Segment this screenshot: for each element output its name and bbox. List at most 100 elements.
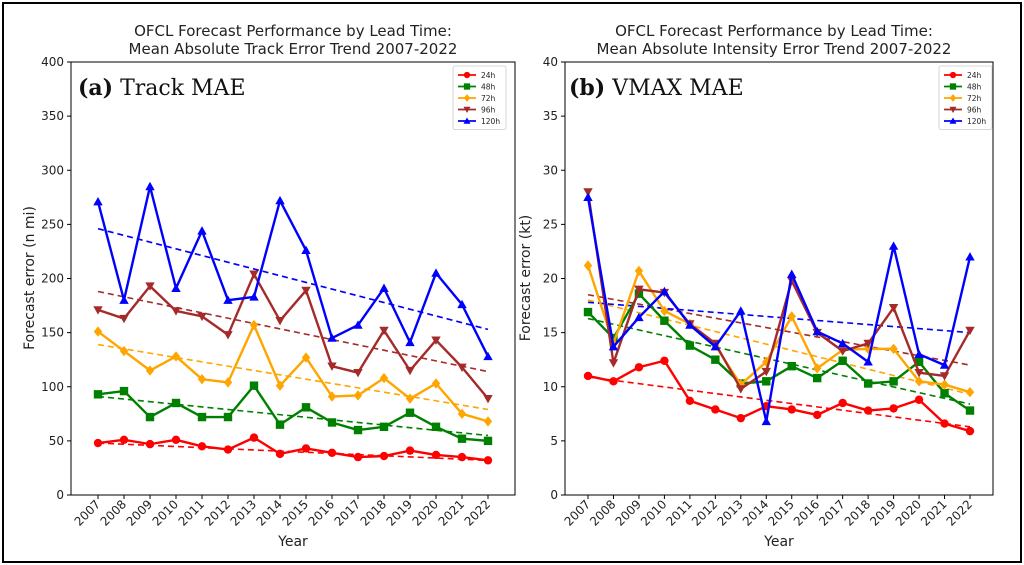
x-tick-label: 2007 xyxy=(72,497,103,528)
x-tick-label: 2011 xyxy=(663,497,694,528)
data-point-72h xyxy=(93,326,103,337)
data-point-120h xyxy=(710,341,721,351)
data-point-48h xyxy=(119,386,129,396)
trend-line-72h xyxy=(587,299,971,396)
data-point-120h xyxy=(965,252,975,261)
x-tick-label: 2011 xyxy=(176,497,207,528)
data-point-24h xyxy=(353,452,363,462)
x-tick-label: 2016 xyxy=(306,497,337,528)
data-point-48h xyxy=(275,420,285,429)
data-point-96h xyxy=(736,385,746,394)
data-point-96h xyxy=(249,270,259,279)
data-point-72h xyxy=(275,380,285,391)
x-tick-label: 2018 xyxy=(842,497,873,528)
data-point-120h xyxy=(93,196,103,206)
x-tick-label: 2008 xyxy=(98,497,129,528)
data-point-120h xyxy=(761,416,771,426)
legend-marker-72h xyxy=(463,94,471,102)
data-point-96h xyxy=(145,282,155,291)
legend-label: 24h xyxy=(967,71,982,80)
data-point-48h xyxy=(431,422,441,432)
data-point-120h xyxy=(659,286,670,296)
data-point-72h xyxy=(223,377,233,388)
data-point-96h xyxy=(761,367,771,377)
y-tick-label: 5 xyxy=(550,434,558,448)
data-point-24h xyxy=(431,450,441,460)
data-point-24h xyxy=(405,446,415,455)
x-tick-label: 2021 xyxy=(918,497,949,528)
chart-title: OFCL Forecast Performance by Lead Time: xyxy=(134,22,452,40)
y-ticks: 0 50 100 150 200 250 300 350 400 xyxy=(41,55,71,502)
data-point-72h xyxy=(327,391,337,402)
data-point-24h xyxy=(379,451,389,461)
data-point-120h xyxy=(301,245,311,255)
x-tick-label: 2021 xyxy=(436,497,467,528)
x-tick-label: 2016 xyxy=(791,497,822,528)
data-point-72h xyxy=(813,363,822,374)
x-tick-label: 2022 xyxy=(944,497,975,528)
x-tick-label: 2012 xyxy=(689,497,720,528)
data-point-24h xyxy=(457,452,467,462)
data-point-96h xyxy=(939,372,950,381)
data-point-24h xyxy=(583,371,593,381)
data-point-96h xyxy=(275,317,285,326)
data-point-48h xyxy=(171,398,181,408)
legend-box xyxy=(938,65,993,130)
data-point-48h xyxy=(457,434,467,443)
data-point-48h xyxy=(863,379,873,388)
x-tick-label: 2009 xyxy=(124,497,155,528)
y-axis-label: Forecast error (n mi) xyxy=(22,206,38,350)
data-point-48h xyxy=(483,436,493,446)
data-point-48h xyxy=(762,377,771,386)
data-point-120h xyxy=(145,181,155,191)
legend-label: 96h xyxy=(967,106,982,115)
legend-marker-48h xyxy=(463,83,471,90)
legend: 24h 48h 72h 96h 120h xyxy=(938,65,993,130)
y-tick-label: 15 xyxy=(543,326,558,340)
x-tick-label: 2013 xyxy=(228,497,259,528)
data-point-24h xyxy=(889,404,898,413)
data-point-96h xyxy=(457,363,467,372)
data-point-72h xyxy=(379,372,389,384)
data-point-24h xyxy=(327,448,337,457)
data-point-24h xyxy=(223,445,233,454)
data-point-120h xyxy=(812,326,822,336)
data-point-120h xyxy=(431,268,441,277)
data-point-72h xyxy=(353,390,363,401)
data-point-48h xyxy=(405,408,415,417)
data-point-72h xyxy=(249,319,259,331)
data-point-120h xyxy=(914,349,924,358)
data-point-72h xyxy=(145,365,155,376)
series-line-72h xyxy=(97,323,489,423)
data-point-48h xyxy=(711,355,720,364)
data-point-48h xyxy=(813,373,822,383)
figure-canvas: OFCL Forecast Performance by Lead Time: … xyxy=(22,22,994,550)
data-point-48h xyxy=(838,356,847,365)
data-point-96h xyxy=(197,312,207,322)
data-point-48h xyxy=(249,381,259,390)
panel-label: (a) Track MAE xyxy=(78,75,246,101)
data-point-72h xyxy=(171,351,181,362)
data-point-24h xyxy=(275,449,285,459)
panel-name: VMAX MAE xyxy=(611,76,743,101)
legend-marker-48h xyxy=(949,83,957,90)
legend-marker-72h xyxy=(949,94,957,102)
series-line-120h xyxy=(586,197,972,423)
data-point-72h xyxy=(965,386,975,398)
data-point-72h xyxy=(583,260,593,271)
data-point-24h xyxy=(660,356,669,365)
y-tick-label: 0 xyxy=(56,488,64,502)
series-line-120h xyxy=(96,185,490,357)
data-point-120h xyxy=(379,283,389,292)
y-tick-label: 10 xyxy=(543,380,558,394)
data-point-48h xyxy=(197,412,207,422)
x-tick-label: 2019 xyxy=(384,497,415,528)
y-tick-label: 30 xyxy=(543,163,558,177)
y-tick-label: 35 xyxy=(543,109,558,123)
data-point-48h xyxy=(889,377,898,386)
data-point-96h xyxy=(483,394,493,404)
data-point-120h xyxy=(634,312,644,322)
data-point-24h xyxy=(634,363,644,372)
data-point-96h xyxy=(431,336,441,345)
